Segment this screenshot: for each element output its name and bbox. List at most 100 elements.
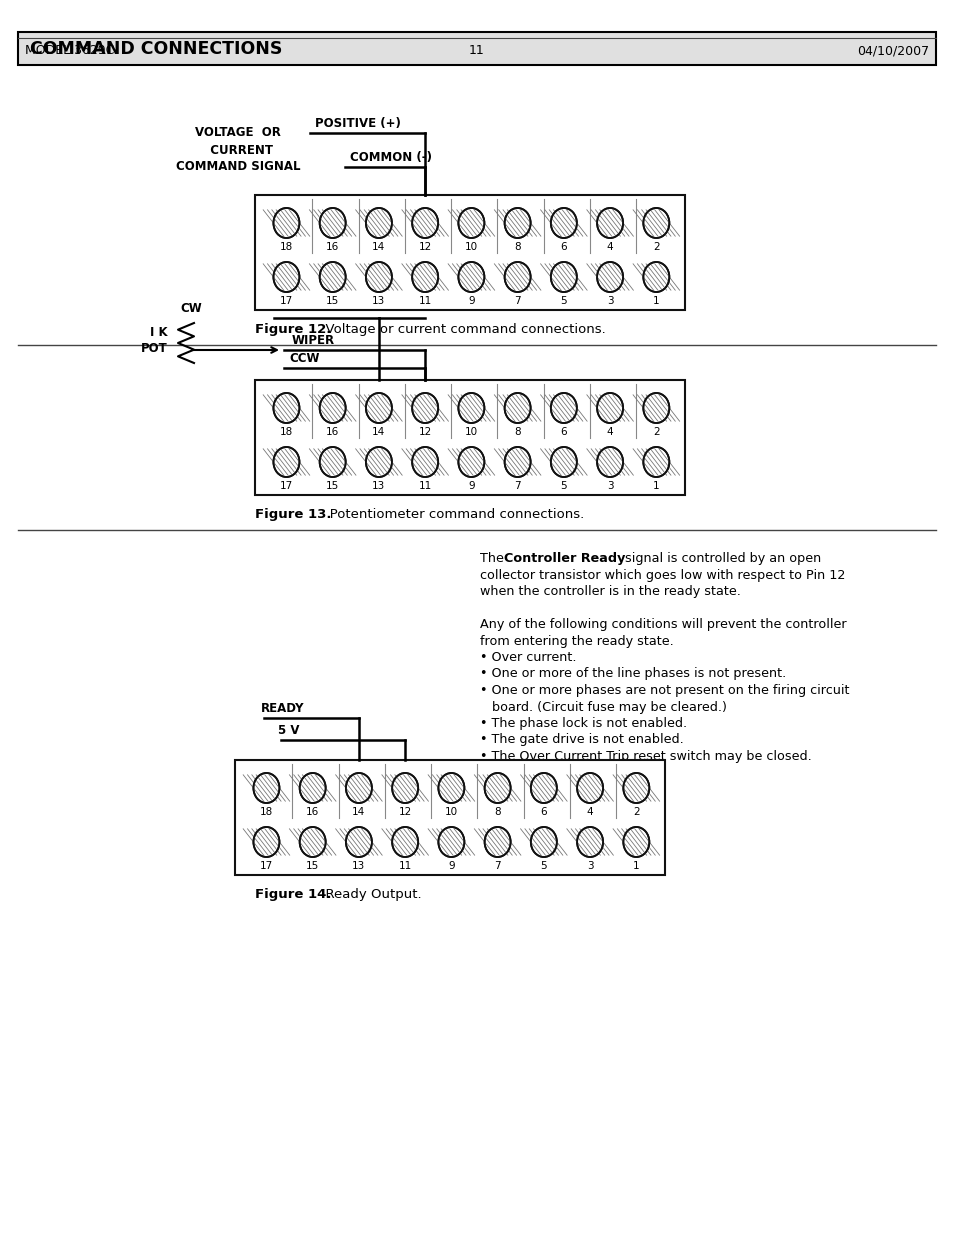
Ellipse shape	[484, 773, 510, 803]
Text: 3: 3	[586, 861, 593, 871]
Text: 11: 11	[398, 861, 412, 871]
Text: 2: 2	[633, 806, 639, 818]
Text: 14: 14	[372, 427, 385, 437]
Text: 17: 17	[279, 480, 293, 492]
Ellipse shape	[319, 447, 345, 477]
Text: 6: 6	[560, 427, 567, 437]
Ellipse shape	[392, 827, 417, 857]
Text: WIPER: WIPER	[292, 333, 335, 347]
Text: 12: 12	[418, 242, 432, 252]
Text: 2: 2	[653, 427, 659, 437]
Text: CW: CW	[180, 303, 201, 315]
Ellipse shape	[484, 827, 510, 857]
Ellipse shape	[392, 773, 417, 803]
Text: Potentiometer command connections.: Potentiometer command connections.	[316, 508, 583, 521]
Text: 17: 17	[279, 296, 293, 306]
Ellipse shape	[438, 773, 464, 803]
Ellipse shape	[550, 262, 577, 291]
Text: 4: 4	[586, 806, 593, 818]
Text: 15: 15	[306, 861, 319, 871]
Text: 6: 6	[560, 242, 567, 252]
Ellipse shape	[253, 773, 279, 803]
Text: 3: 3	[606, 480, 613, 492]
Text: Voltage or current command connections.: Voltage or current command connections.	[316, 324, 605, 336]
Text: 10: 10	[464, 242, 477, 252]
Text: 15: 15	[326, 296, 339, 306]
Text: 12: 12	[398, 806, 412, 818]
Ellipse shape	[642, 207, 669, 238]
Ellipse shape	[457, 393, 484, 424]
Text: board. (Circuit fuse may be cleared.): board. (Circuit fuse may be cleared.)	[479, 700, 726, 714]
Text: 6: 6	[540, 806, 547, 818]
Ellipse shape	[577, 827, 602, 857]
Ellipse shape	[346, 827, 372, 857]
Text: 4: 4	[606, 242, 613, 252]
Ellipse shape	[412, 393, 437, 424]
Ellipse shape	[299, 773, 325, 803]
Text: 11: 11	[469, 44, 484, 57]
Text: 18: 18	[279, 427, 293, 437]
Ellipse shape	[319, 393, 345, 424]
Text: collector transistor which goes low with respect to Pin 12: collector transistor which goes low with…	[479, 568, 844, 582]
Text: 04/10/2007: 04/10/2007	[856, 44, 928, 57]
Text: 8: 8	[514, 427, 520, 437]
Text: 7: 7	[514, 296, 520, 306]
Bar	[254, 195, 684, 310]
Text: 18: 18	[259, 806, 273, 818]
Text: 16: 16	[326, 242, 339, 252]
Ellipse shape	[319, 207, 345, 238]
Text: Ready Output.: Ready Output.	[316, 888, 421, 902]
Ellipse shape	[457, 262, 484, 291]
Text: 7: 7	[514, 480, 520, 492]
Text: 14: 14	[372, 242, 385, 252]
Ellipse shape	[504, 393, 530, 424]
Text: 5: 5	[540, 861, 547, 871]
Text: 12: 12	[418, 427, 432, 437]
Text: 16: 16	[306, 806, 319, 818]
Ellipse shape	[550, 207, 577, 238]
Ellipse shape	[366, 262, 392, 291]
Ellipse shape	[457, 447, 484, 477]
Text: • One or more of the line phases is not present.: • One or more of the line phases is not …	[479, 667, 785, 680]
Text: 1: 1	[653, 480, 659, 492]
Text: 10: 10	[464, 427, 477, 437]
Text: POSITIVE (+): POSITIVE (+)	[314, 117, 400, 130]
Text: 9: 9	[468, 296, 475, 306]
Text: 4: 4	[606, 427, 613, 437]
Ellipse shape	[550, 393, 577, 424]
Text: • Over current.: • Over current.	[479, 651, 576, 664]
Ellipse shape	[274, 447, 299, 477]
Ellipse shape	[504, 447, 530, 477]
Text: Figure 14.: Figure 14.	[254, 888, 331, 902]
Ellipse shape	[274, 262, 299, 291]
Text: • The phase lock is not enabled.: • The phase lock is not enabled.	[479, 718, 686, 730]
Text: 8: 8	[494, 806, 500, 818]
Text: 7: 7	[494, 861, 500, 871]
Text: from entering the ready state.: from entering the ready state.	[479, 635, 673, 647]
Ellipse shape	[274, 207, 299, 238]
Ellipse shape	[642, 447, 669, 477]
Ellipse shape	[642, 393, 669, 424]
Text: 18: 18	[279, 242, 293, 252]
Ellipse shape	[253, 827, 279, 857]
Text: 1: 1	[633, 861, 639, 871]
Text: 13: 13	[352, 861, 365, 871]
Text: • The gate drive is not enabled.: • The gate drive is not enabled.	[479, 734, 683, 746]
Text: 9: 9	[448, 861, 455, 871]
Ellipse shape	[530, 773, 557, 803]
Ellipse shape	[504, 262, 530, 291]
Text: 1: 1	[653, 296, 659, 306]
Ellipse shape	[642, 262, 669, 291]
Text: 5: 5	[560, 296, 567, 306]
Text: Figure 13.: Figure 13.	[254, 508, 331, 521]
Text: READY: READY	[260, 701, 304, 715]
Ellipse shape	[504, 207, 530, 238]
Ellipse shape	[412, 262, 437, 291]
Text: 15: 15	[326, 480, 339, 492]
Text: 14: 14	[352, 806, 365, 818]
Text: 2: 2	[653, 242, 659, 252]
Ellipse shape	[622, 827, 649, 857]
Text: The: The	[479, 552, 507, 564]
Ellipse shape	[550, 447, 577, 477]
Bar	[18, 32, 935, 65]
